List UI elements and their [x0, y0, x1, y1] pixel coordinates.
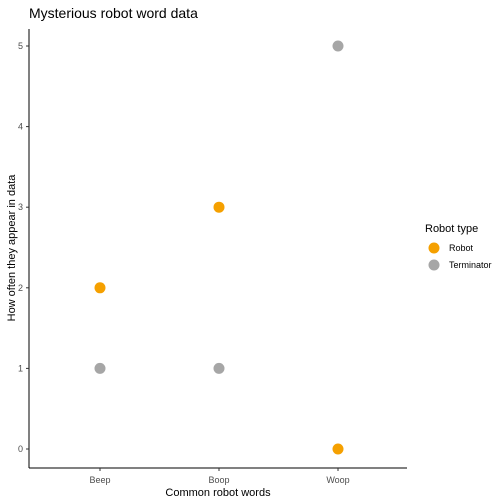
y-tick-label: 4	[18, 122, 23, 132]
legend-label: Terminator	[449, 260, 492, 270]
data-point-robot	[332, 443, 344, 455]
data-point-terminator	[94, 362, 106, 374]
x-tick-label: Boop	[208, 475, 229, 485]
y-tick-label: 5	[18, 41, 23, 51]
data-point-robot	[213, 201, 225, 213]
y-tick-label: 3	[18, 202, 23, 212]
data-point-terminator	[213, 362, 225, 374]
data-point-terminator	[332, 40, 344, 52]
legend-key-robot	[428, 242, 440, 254]
x-axis-title: Common robot words	[165, 487, 271, 499]
y-tick-label: 0	[18, 444, 23, 454]
chart-title: Mysterious robot word data	[29, 5, 198, 21]
y-tick-label: 2	[18, 283, 23, 293]
x-ticks: Beep Boop Woop	[89, 468, 350, 485]
y-tick-label: 1	[18, 363, 23, 373]
x-tick-label: Beep	[89, 475, 110, 485]
legend-key-terminator	[428, 259, 440, 271]
y-axis-title: How often they appear in data	[6, 174, 18, 322]
x-tick-label: Woop	[326, 475, 349, 485]
legend-items: Robot Terminator	[428, 242, 492, 271]
legend-label: Robot	[449, 243, 474, 253]
data-point-robot	[94, 282, 106, 294]
y-ticks: 0 1 2 3 4 5	[18, 41, 29, 454]
legend: Robot type Robot Terminator	[425, 223, 492, 271]
data-points	[94, 40, 344, 455]
legend-title: Robot type	[425, 223, 478, 235]
